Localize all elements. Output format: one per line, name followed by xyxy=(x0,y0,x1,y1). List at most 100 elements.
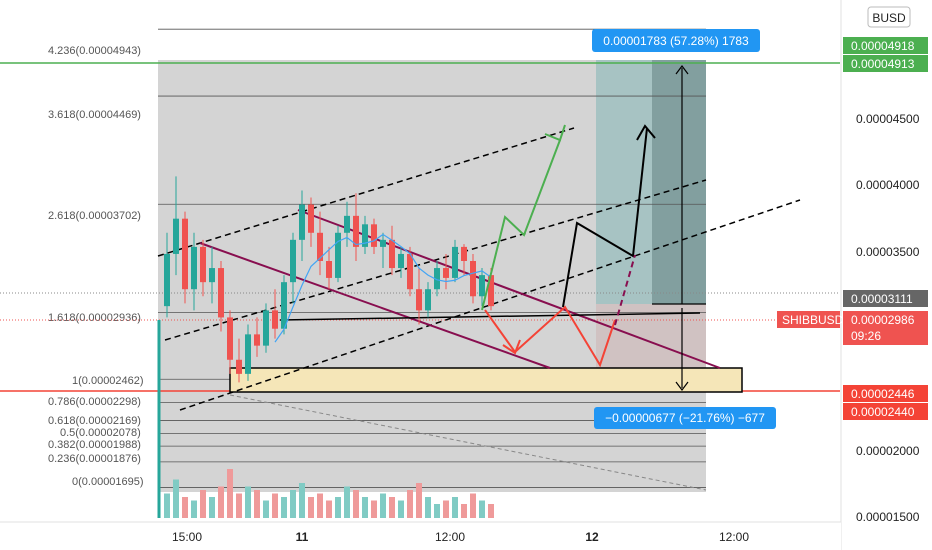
candle-body xyxy=(245,334,251,374)
volume-bar xyxy=(281,497,287,518)
bullish-scenario-path xyxy=(481,139,561,311)
fib-labels: 4.236(0.00004943) 3.618(0.00004469) 2.61… xyxy=(48,45,144,488)
symbol-tag: SHIBBUSD xyxy=(777,311,844,328)
candle-body xyxy=(416,289,422,311)
candle-body xyxy=(218,268,224,318)
fib-label-0236: 0.236(0.00001876) xyxy=(48,453,141,465)
volume-bar xyxy=(245,486,251,518)
price-tag-prev-high: 0.00003111 xyxy=(843,290,928,307)
fib-label-1618: 1.618(0.00002936) xyxy=(48,312,141,324)
price-axis-label: 0.00003500 xyxy=(856,245,920,259)
candle-body xyxy=(164,253,170,307)
moving-average-line xyxy=(274,233,492,343)
candle-body xyxy=(434,268,440,290)
price-axis-background xyxy=(841,0,932,550)
volume-bar xyxy=(371,500,377,518)
volume-bar xyxy=(308,497,314,518)
short-measure-info-text: −0.00000677 (−21.76%) −677 xyxy=(605,411,765,425)
candle-body xyxy=(209,268,215,283)
candle-body xyxy=(173,218,179,254)
long-measure-arrowhead xyxy=(675,65,689,75)
volume-bar xyxy=(227,469,233,518)
svg-text:0.00002986: 0.00002986 xyxy=(851,313,915,327)
volume-bar xyxy=(416,483,422,518)
price-tag-stop-high: 0.00002446 xyxy=(843,385,928,402)
volume-bar xyxy=(254,490,260,518)
volume-bar xyxy=(326,500,332,518)
fib-label-3618: 3.618(0.00004469) xyxy=(48,109,141,121)
svg-text:0.00004913: 0.00004913 xyxy=(851,57,915,71)
volume-bar xyxy=(362,497,368,518)
falling-channel-bottom xyxy=(199,242,551,369)
candle-body xyxy=(443,268,449,278)
svg-text:0.00004918: 0.00004918 xyxy=(851,39,915,53)
candle-body xyxy=(263,310,269,346)
candle-body xyxy=(326,261,332,278)
long-measure-info-text: 0.00001783 (57.28%) 1783 xyxy=(603,34,749,48)
fib-label-4236: 4.236(0.00004943) xyxy=(48,45,141,57)
channel-dashed-low xyxy=(179,199,801,411)
volume-bar xyxy=(479,500,485,518)
bullish-arrowhead xyxy=(544,124,566,142)
short-measure-info[interactable]: −0.00000677 (−21.76%) −677 xyxy=(594,407,776,429)
candle-body xyxy=(191,246,197,290)
neutral-scenario-path xyxy=(562,127,648,308)
fib-extension-teal-zone xyxy=(596,60,652,304)
candle-body xyxy=(488,275,494,307)
volume-bars xyxy=(164,469,494,518)
candle-body xyxy=(389,239,395,269)
price-axis-label: 0.00004500 xyxy=(856,112,920,126)
bearish-arrowhead xyxy=(502,339,521,355)
price-tag-target: 0.00004913 xyxy=(843,55,928,72)
fib-label-05: 0.5(0.00002078) xyxy=(60,427,141,439)
candle-body xyxy=(236,359,242,374)
volume-bar xyxy=(335,497,341,518)
svg-text:0.00003111: 0.00003111 xyxy=(851,292,913,306)
fib-label-0382: 0.382(0.00001988) xyxy=(48,439,141,451)
volume-bar xyxy=(218,486,224,518)
long-measure-info[interactable]: 0.00001783 (57.28%) 1783 xyxy=(592,29,760,52)
bar-countdown: 09:26 xyxy=(851,329,881,343)
volume-bar xyxy=(263,500,269,518)
price-axis-label: 0.00002000 xyxy=(856,444,920,458)
price-tag-target-high: 0.00004918 xyxy=(843,37,928,54)
volume-bar xyxy=(452,497,458,518)
candle-body xyxy=(380,239,386,247)
volume-bar xyxy=(200,490,206,518)
volume-bar xyxy=(488,504,494,518)
candle-body xyxy=(182,218,188,290)
time-axis-label: 12:00 xyxy=(435,530,465,544)
projection-dashed xyxy=(614,254,636,326)
volume-bar xyxy=(461,504,467,518)
currency-label: BUSD xyxy=(872,11,906,25)
volume-bar xyxy=(425,497,431,518)
time-axis-label: 12 xyxy=(585,530,599,544)
candle-body xyxy=(317,232,323,261)
candle-body xyxy=(362,224,368,247)
volume-bar xyxy=(407,490,413,518)
fib-label-0618: 0.618(0.00002169) xyxy=(48,415,141,427)
volume-bar xyxy=(173,479,179,518)
fib-label-2618: 2.618(0.00003702) xyxy=(48,210,141,222)
currency-selector[interactable]: BUSD xyxy=(867,6,911,28)
candle-body xyxy=(407,253,413,290)
volume-bar xyxy=(272,493,278,518)
volume-bar xyxy=(398,500,404,518)
svg-text:0.00002446: 0.00002446 xyxy=(851,387,915,401)
candle-body xyxy=(470,261,476,297)
volume-bar xyxy=(236,493,242,518)
volume-bar xyxy=(380,493,386,518)
candle-body xyxy=(344,215,350,233)
candle-body xyxy=(281,282,287,329)
candle-body xyxy=(335,232,341,278)
volume-bar xyxy=(443,500,449,518)
volume-bar xyxy=(353,490,359,518)
price-tag-stop: 0.00002440 xyxy=(843,403,928,420)
fib-label-0: 0(0.00001695) xyxy=(72,476,144,488)
fib-label-0786: 0.786(0.00002298) xyxy=(48,396,141,408)
volume-bar xyxy=(191,500,197,518)
volume-bar xyxy=(389,497,395,518)
volume-bar xyxy=(299,483,305,518)
volume-bar xyxy=(164,493,170,518)
